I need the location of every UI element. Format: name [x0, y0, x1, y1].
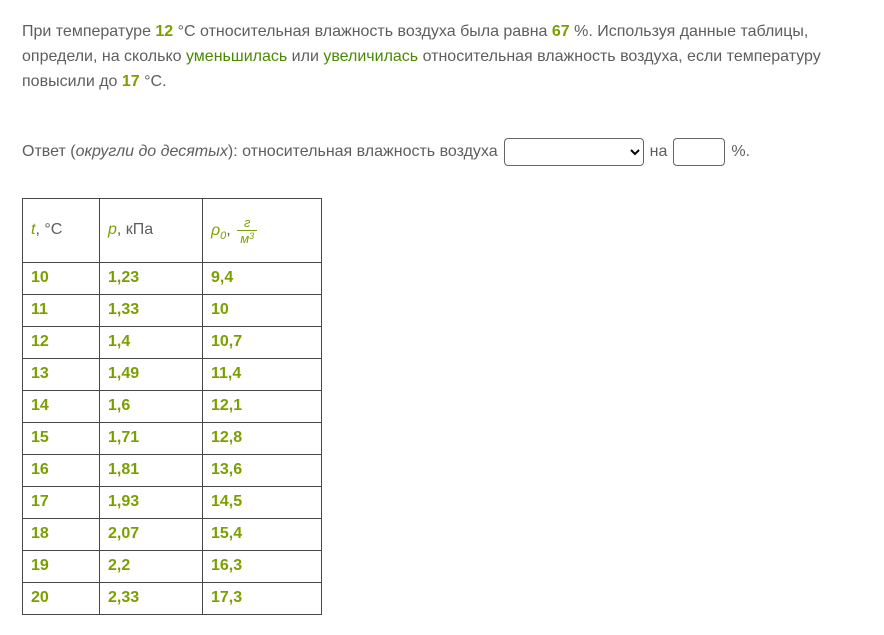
cell-t: 18 — [23, 519, 100, 551]
table-row: 202,3317,3 — [23, 583, 322, 615]
cell-p: 1,33 — [100, 295, 203, 327]
cell-p: 2,2 — [100, 551, 203, 583]
value-t2: 17 — [122, 73, 140, 90]
cell-t: 16 — [23, 455, 100, 487]
value-input[interactable] — [673, 138, 725, 166]
table-row: 141,612,1 — [23, 391, 322, 423]
answer-label-a: Ответ ( — [22, 143, 76, 160]
table-body: 101,239,4111,3310121,410,7131,4911,4141,… — [23, 263, 322, 615]
answer-label-b: ): относительная влажность воздуха — [228, 143, 498, 160]
cell-t: 13 — [23, 359, 100, 391]
table-row: 131,4911,4 — [23, 359, 322, 391]
cell-p: 1,71 — [100, 423, 203, 455]
cell-t: 12 — [23, 327, 100, 359]
col-header-p: p, кПа — [100, 199, 203, 263]
cell-t: 10 — [23, 263, 100, 295]
cell-rho: 9,4 — [203, 263, 322, 295]
answer-na: на — [650, 140, 668, 165]
cell-t: 19 — [23, 551, 100, 583]
cell-p: 1,49 — [100, 359, 203, 391]
rho-sep: , — [226, 222, 235, 239]
unit-p: , кПа — [117, 221, 153, 238]
cell-p: 1,4 — [100, 327, 203, 359]
table-row: 192,216,3 — [23, 551, 322, 583]
cell-t: 14 — [23, 391, 100, 423]
cell-rho: 16,3 — [203, 551, 322, 583]
answer-label: Ответ (округли до десятых): относительна… — [22, 140, 498, 165]
direction-select[interactable] — [504, 138, 644, 166]
table-row: 161,8113,6 — [23, 455, 322, 487]
cell-p: 1,81 — [100, 455, 203, 487]
table-row: 111,3310 — [23, 295, 322, 327]
cell-rho: 12,8 — [203, 423, 322, 455]
frac-bot-base: м — [240, 231, 249, 246]
cell-t: 17 — [23, 487, 100, 519]
table-header-row: t, °C p, кПа ρ0, г м3 — [23, 199, 322, 263]
frac-top: г — [241, 216, 253, 230]
keyword-decreased: уменьшилась — [186, 48, 287, 65]
cell-p: 1,6 — [100, 391, 203, 423]
problem-fragment: °C. — [140, 73, 167, 90]
cell-rho: 11,4 — [203, 359, 322, 391]
problem-fragment: °C относительная влажность воздуха была … — [173, 23, 552, 40]
cell-p: 2,07 — [100, 519, 203, 551]
cell-t: 15 — [23, 423, 100, 455]
cell-rho: 13,6 — [203, 455, 322, 487]
frac-bot-exp: 3 — [249, 231, 254, 241]
table-row: 182,0715,4 — [23, 519, 322, 551]
problem-text: При температуре 12 °C относительная влаж… — [22, 20, 862, 94]
cell-t: 20 — [23, 583, 100, 615]
table-row: 171,9314,5 — [23, 487, 322, 519]
cell-rho: 17,3 — [203, 583, 322, 615]
answer-pct: %. — [731, 140, 750, 165]
problem-fragment: При температуре — [22, 23, 155, 40]
data-table: t, °C p, кПа ρ0, г м3 101,239,4111,33101… — [22, 198, 322, 615]
problem-fragment: или — [287, 48, 323, 65]
table-row: 151,7112,8 — [23, 423, 322, 455]
answer-label-em: округли до десятых — [76, 143, 228, 160]
cell-rho: 10,7 — [203, 327, 322, 359]
cell-p: 1,23 — [100, 263, 203, 295]
col-header-t: t, °C — [23, 199, 100, 263]
table-row: 121,410,7 — [23, 327, 322, 359]
cell-rho: 12,1 — [203, 391, 322, 423]
cell-rho: 15,4 — [203, 519, 322, 551]
frac-bot: м3 — [237, 230, 257, 245]
var-rho: ρ0 — [211, 222, 226, 239]
cell-p: 1,93 — [100, 487, 203, 519]
unit-rho-fraction: г м3 — [237, 216, 257, 245]
cell-p: 2,33 — [100, 583, 203, 615]
cell-rho: 10 — [203, 295, 322, 327]
col-header-rho: ρ0, г м3 — [203, 199, 322, 263]
unit-t: , °C — [35, 221, 62, 238]
keyword-increased: увеличилась — [323, 48, 418, 65]
cell-rho: 14,5 — [203, 487, 322, 519]
value-t1: 12 — [155, 23, 173, 40]
cell-t: 11 — [23, 295, 100, 327]
var-p: p — [108, 221, 117, 238]
var-rho-sym: ρ — [211, 222, 220, 239]
table-row: 101,239,4 — [23, 263, 322, 295]
value-rh: 67 — [552, 23, 570, 40]
answer-row: Ответ (округли до десятых): относительна… — [22, 138, 862, 166]
